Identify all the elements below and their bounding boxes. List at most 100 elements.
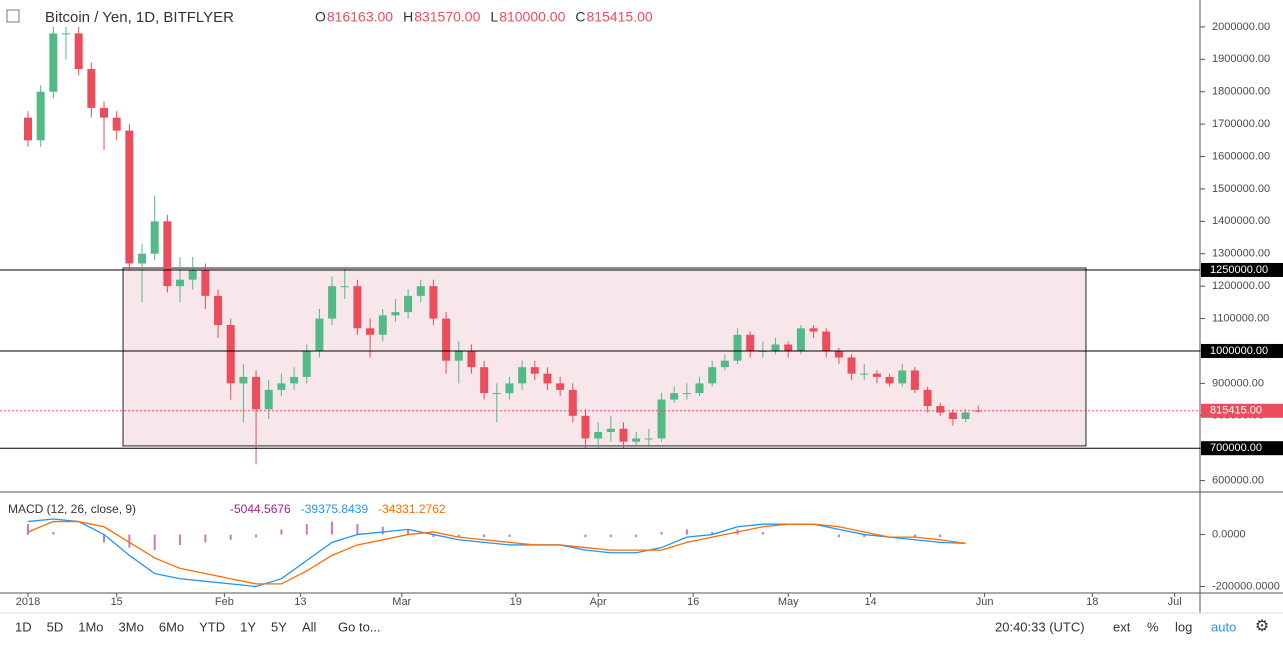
candle-body: [872, 373, 881, 377]
ohlc-key: C: [575, 9, 585, 25]
candle-body: [328, 286, 337, 319]
range-button[interactable]: YTD: [199, 619, 225, 634]
macd-histogram-bar: [939, 534, 942, 538]
macd-y-tick-label: -200000.0000: [1212, 580, 1280, 592]
range-button[interactable]: 6Mo: [159, 619, 184, 634]
candle-body: [74, 33, 83, 70]
range-button[interactable]: 5Y: [271, 619, 287, 634]
candle-body: [771, 344, 780, 351]
candle-body: [340, 286, 349, 288]
option-button[interactable]: log: [1175, 619, 1192, 634]
x-tick-label: 19: [510, 596, 522, 608]
candle-body: [708, 367, 717, 384]
level-label-box: [1201, 262, 1283, 277]
candle-body: [492, 393, 501, 395]
y-tick-label: 1700000.00: [1212, 118, 1270, 130]
candle-body: [391, 312, 400, 316]
candle-body: [822, 331, 831, 351]
candle-body: [36, 91, 45, 141]
y-tick-label: 1100000.00: [1212, 312, 1269, 324]
x-tick-label: Jun: [976, 596, 994, 608]
option-button[interactable]: %: [1147, 619, 1159, 634]
candle-body: [353, 286, 362, 329]
macd-histogram-bar: [913, 534, 916, 538]
candle-body: [302, 350, 311, 377]
candle-body: [87, 69, 96, 108]
candle-body: [214, 295, 223, 326]
level-label: 700000.00: [1210, 442, 1262, 454]
range-button[interactable]: 5D: [47, 619, 64, 634]
candle-body: [923, 389, 932, 407]
x-tick-label: 16: [687, 596, 699, 608]
collapse-button[interactable]: [6, 9, 20, 23]
ohlc-value: 815415.00: [587, 9, 653, 25]
candle-body: [682, 393, 691, 395]
goto-button[interactable]: Go to...: [338, 619, 381, 634]
price-pane: [24, 26, 1087, 465]
option-button[interactable]: ext: [1113, 619, 1131, 634]
macd-histogram-bar: [609, 534, 612, 538]
candle-body: [746, 334, 755, 351]
x-tick-label: 13: [294, 596, 306, 608]
candle-body: [49, 33, 58, 92]
candle-body: [100, 107, 109, 118]
candle-body: [644, 438, 653, 440]
macd-histogram-bar: [837, 534, 840, 538]
candle-body: [974, 410, 983, 412]
range-button[interactable]: 1Mo: [78, 619, 103, 634]
level-label-box: [1201, 441, 1283, 456]
range-button[interactable]: 3Mo: [119, 619, 144, 634]
y-tick-label: 1800000.00: [1212, 86, 1270, 98]
level-label-box: [1201, 343, 1283, 358]
candle-body: [733, 334, 742, 361]
range-button[interactable]: 1Y: [240, 619, 256, 634]
macd-histogram-bar: [584, 534, 587, 538]
x-tick-label: May: [778, 596, 799, 608]
candle-body: [150, 221, 159, 254]
y-tick-label: 1900000.00: [1212, 53, 1270, 65]
candle-body: [467, 350, 476, 368]
macd-histogram-bar: [660, 531, 663, 535]
macd-histogram-bar: [711, 531, 714, 535]
last-price-label: 815415.00: [1210, 405, 1262, 417]
macd-title[interactable]: MACD (12, 26, close, 9): [8, 502, 136, 516]
macd-histogram-bar: [685, 529, 688, 535]
candle-body: [366, 328, 375, 335]
level-label: 1000000.00: [1210, 345, 1268, 357]
y-tick-label: 2000000.00: [1212, 21, 1270, 33]
candle-body: [695, 383, 704, 394]
range-button[interactable]: All: [302, 619, 317, 634]
settings-icon[interactable]: ⚙: [1255, 618, 1269, 635]
candle-body: [315, 318, 324, 351]
macd-histogram-bar: [863, 534, 866, 538]
macd-histogram-bar: [229, 534, 232, 540]
candle-body: [505, 383, 514, 394]
candle-body: [277, 383, 286, 390]
x-tick-label: Feb: [215, 596, 234, 608]
macd-histogram-bar: [52, 531, 55, 535]
macd-histogram-bar: [331, 521, 334, 535]
macd-legend-value: -34331.2762: [378, 502, 446, 516]
macd-histogram-bar: [761, 531, 764, 535]
candle-body: [581, 415, 590, 439]
candle-body: [163, 221, 172, 287]
macd-histogram-bar: [204, 534, 207, 543]
candle-body: [632, 438, 641, 442]
candle-body: [378, 315, 387, 335]
candle-body: [860, 373, 869, 375]
candle-body: [568, 389, 577, 416]
candle-body: [188, 269, 197, 280]
x-tick-label: Mar: [392, 596, 411, 608]
symbol-title[interactable]: Bitcoin / Yen, 1D, BITFLYER: [45, 9, 234, 26]
macd-histogram-bar: [635, 534, 638, 538]
candle-body: [201, 269, 210, 296]
macd-histogram-bar: [27, 524, 29, 535]
candle-body: [290, 376, 299, 384]
range-button[interactable]: 1D: [15, 619, 32, 634]
candle-body: [416, 286, 425, 296]
option-button[interactable]: auto: [1211, 619, 1236, 634]
candle-body: [834, 350, 843, 358]
macd-histogram-bar: [432, 534, 435, 538]
candle-body: [518, 367, 527, 384]
